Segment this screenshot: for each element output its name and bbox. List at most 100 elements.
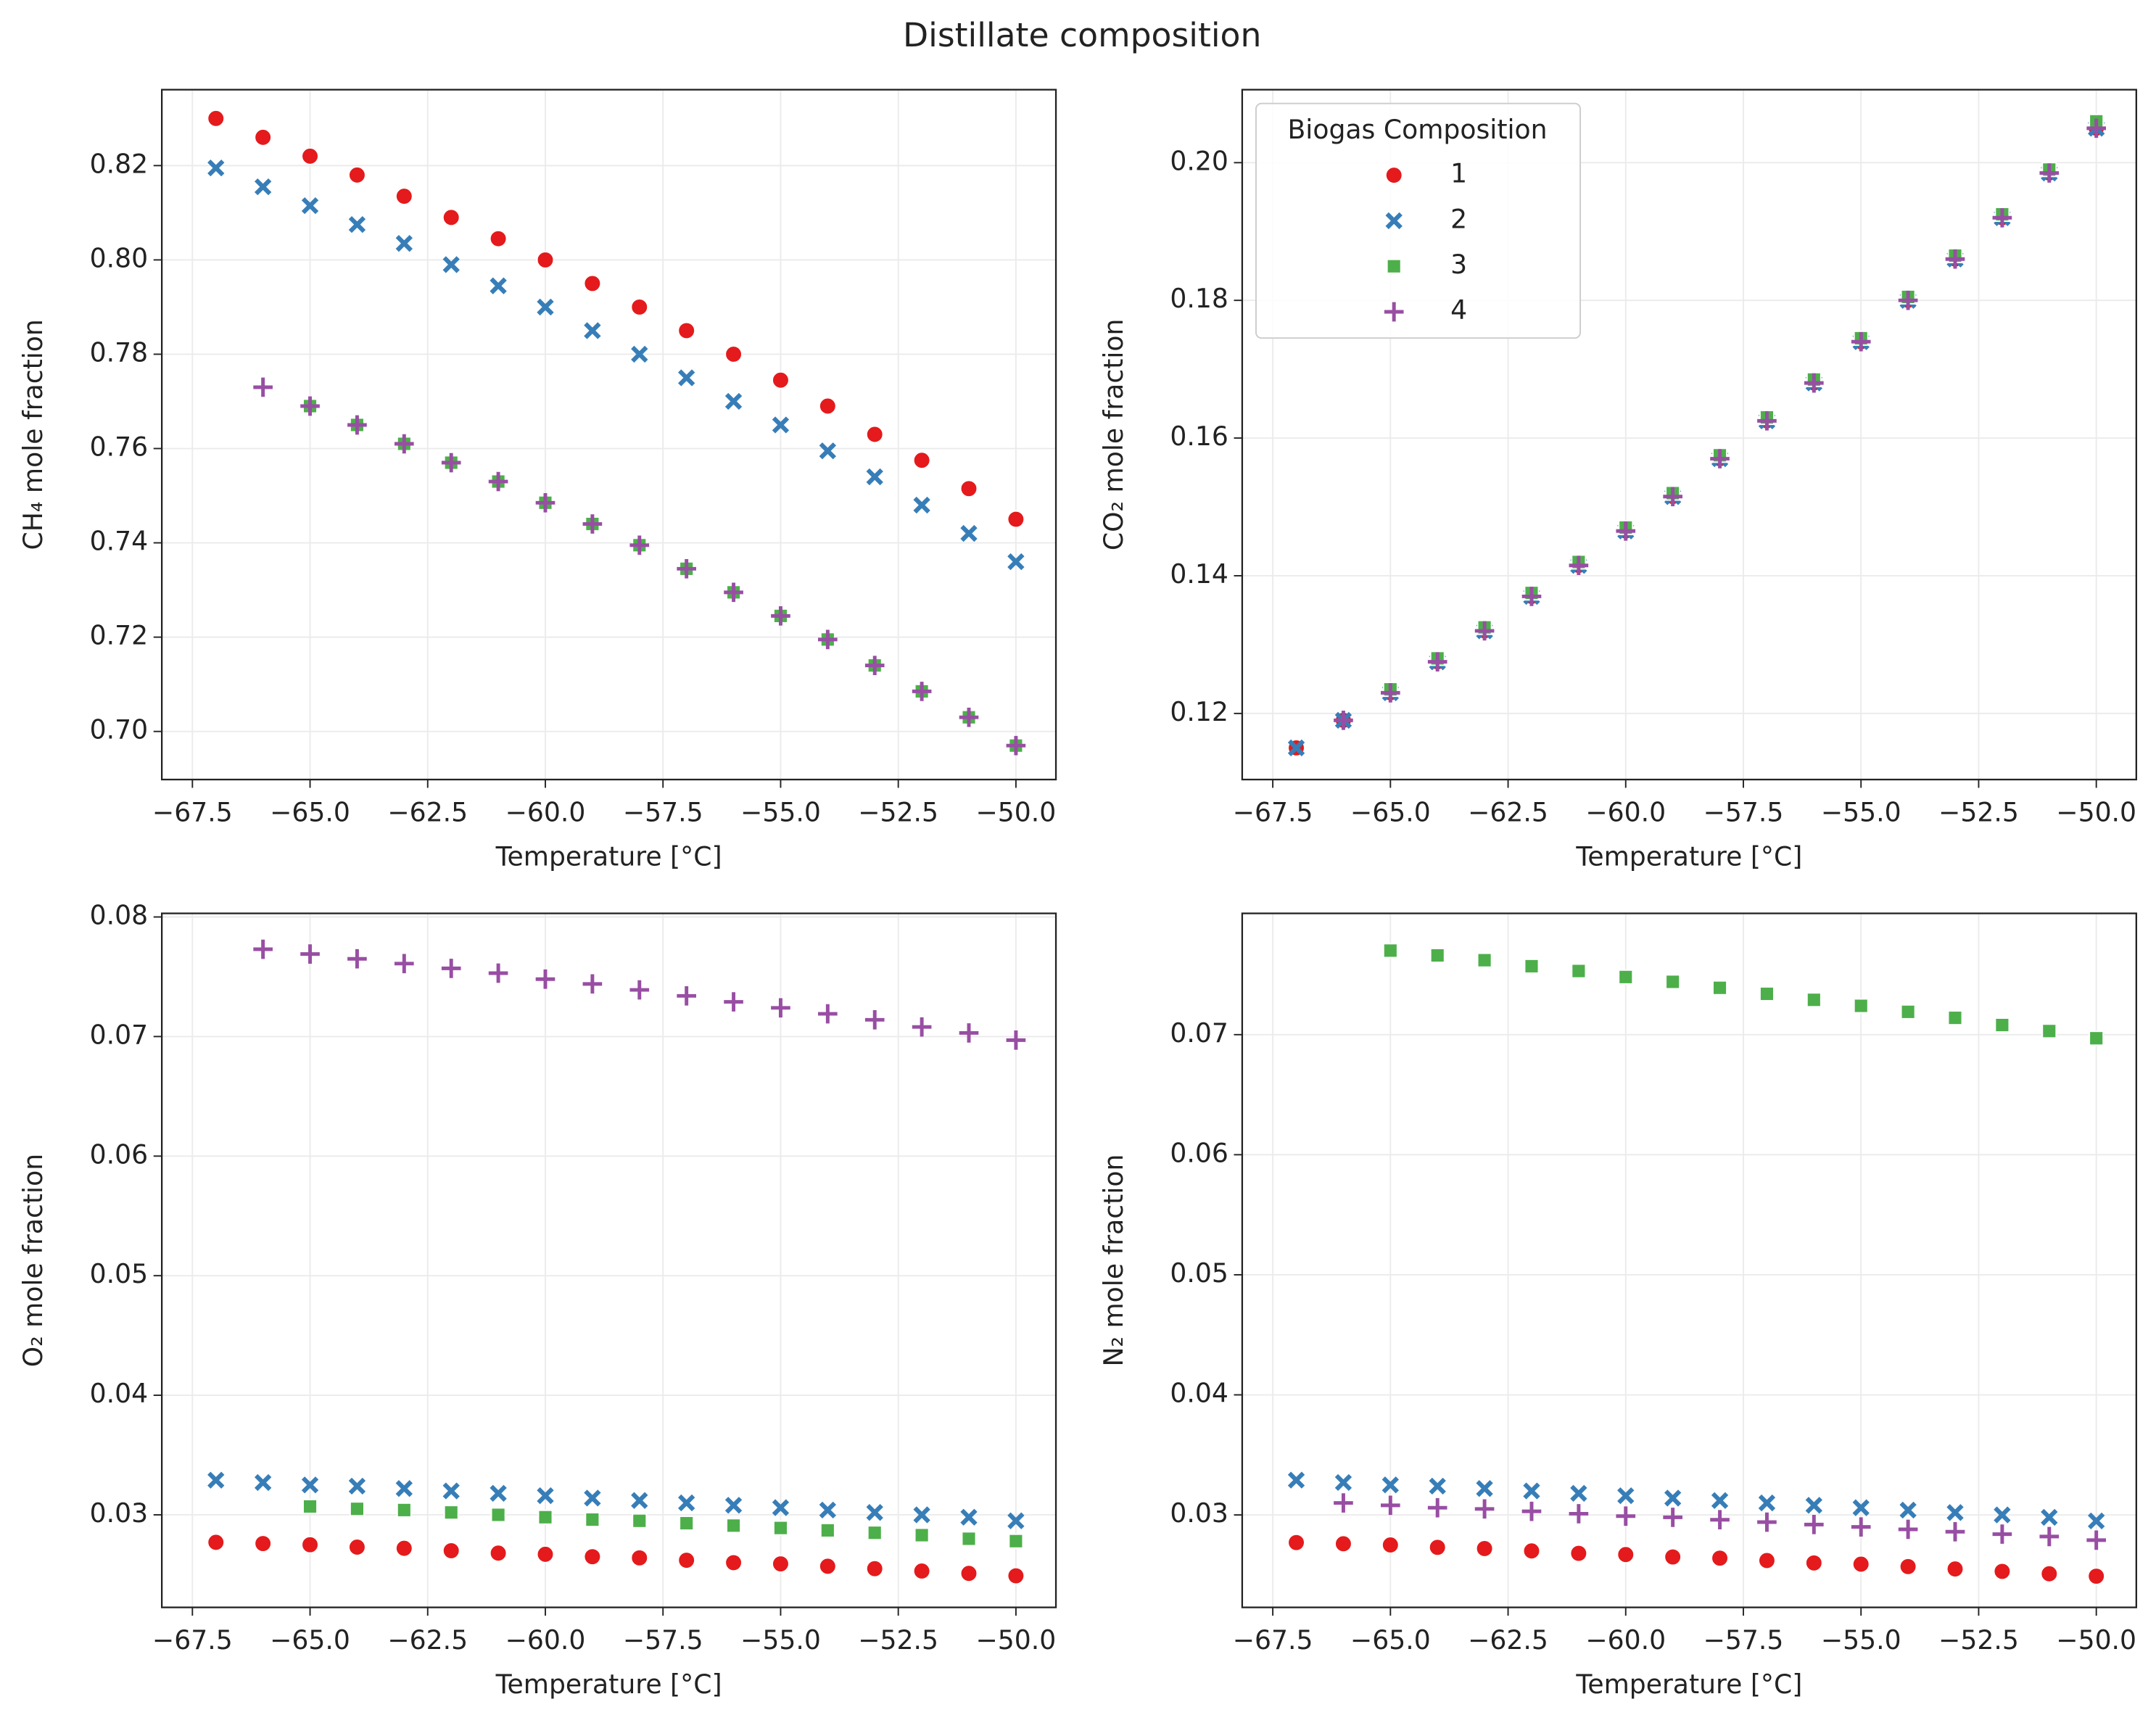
marker-circle <box>1381 1536 1400 1554</box>
marker-plus <box>395 954 414 974</box>
marker-x <box>254 178 272 196</box>
marker-plus <box>1427 1497 1447 1518</box>
marker-x <box>1711 1492 1729 1509</box>
marker-circle <box>818 397 837 416</box>
y-tick-label: 0.05 <box>1170 1257 1228 1289</box>
marker-plus <box>1569 555 1589 576</box>
legend-box <box>1255 102 1582 339</box>
marker-square <box>1382 943 1398 959</box>
marker-plus <box>1334 711 1353 730</box>
y-axis-label: CH₄ mole fraction <box>17 319 49 550</box>
y-tick-label: 0.20 <box>1170 145 1228 176</box>
marker-square <box>867 1525 883 1541</box>
y-tick-label: 0.06 <box>1170 1137 1228 1168</box>
marker-square <box>1476 952 1492 968</box>
marker-x <box>301 197 319 215</box>
marker-plus <box>441 452 461 473</box>
marker-plus <box>1663 487 1682 507</box>
marker-x <box>866 468 883 486</box>
marker-circle <box>442 208 460 227</box>
marker-plus <box>395 434 414 454</box>
marker-plus <box>535 969 555 989</box>
marker-x <box>1007 553 1025 571</box>
marker-x <box>490 1484 507 1502</box>
marker-circle <box>772 1555 790 1573</box>
marker-x <box>724 1497 743 1514</box>
marker-plus <box>912 682 932 701</box>
marker-x <box>866 1504 883 1521</box>
legend-marker <box>1384 166 1403 185</box>
x-tick-label: −52.5 <box>1938 1624 2019 1656</box>
y-tick-label: 0.76 <box>90 431 148 463</box>
marker-x <box>1946 1504 1964 1521</box>
marker-plus <box>300 396 320 416</box>
axes-frame <box>1241 912 2137 1608</box>
marker-x <box>207 1471 225 1489</box>
marker-plus <box>2039 163 2060 183</box>
marker-circle <box>724 345 743 363</box>
marker-plus <box>1569 1504 1589 1524</box>
marker-circle <box>207 1533 226 1552</box>
y-tick-label: 0.08 <box>90 900 148 931</box>
marker-x <box>631 345 648 363</box>
y-tick-label: 0.70 <box>90 714 148 745</box>
marker-circle <box>348 166 366 184</box>
y-tick-label: 0.03 <box>1170 1497 1228 1529</box>
marker-x <box>2088 1512 2105 1530</box>
marker-x <box>301 1476 319 1494</box>
marker-x <box>348 1477 366 1495</box>
x-tick-label: −67.5 <box>152 797 233 828</box>
marker-plus <box>1474 1499 1495 1519</box>
marker-circle <box>583 274 602 293</box>
marker-circle <box>912 451 931 470</box>
y-axis-label: CO₂ mole fraction <box>1098 319 1129 551</box>
marker-circle <box>865 425 884 444</box>
marker-circle <box>207 109 226 128</box>
marker-plus <box>1710 449 1730 468</box>
x-tick-label: −60.0 <box>505 1624 586 1656</box>
marker-x <box>442 256 460 273</box>
marker-plus <box>1663 1508 1682 1527</box>
marker-circle <box>301 146 319 165</box>
marker-plus <box>1006 735 1026 756</box>
marker-circle <box>1711 1549 1729 1568</box>
marker-circle <box>1851 1555 1870 1574</box>
x-tick-label: −55.0 <box>1821 1624 1901 1656</box>
marker-circle <box>489 229 508 248</box>
marker-plus <box>1804 373 1824 393</box>
marker-square <box>1947 1010 1963 1026</box>
y-tick-label: 0.04 <box>90 1378 148 1409</box>
marker-x <box>1758 1494 1776 1512</box>
marker-plus <box>677 559 696 579</box>
marker-circle <box>959 479 978 498</box>
marker-circle <box>395 1539 413 1558</box>
marker-plus <box>582 974 603 994</box>
x-tick-label: −52.5 <box>858 797 938 828</box>
marker-plus <box>1757 1512 1777 1532</box>
marker-circle <box>1899 1557 1917 1576</box>
marker-x <box>1429 1477 1446 1495</box>
x-tick-label: −67.5 <box>152 1624 233 1656</box>
marker-circle <box>1522 1542 1541 1561</box>
x-tick-label: −65.0 <box>270 1624 350 1656</box>
y-tick-label: 0.74 <box>90 526 148 557</box>
marker-x <box>960 1508 978 1526</box>
x-tick-label: −52.5 <box>858 1624 938 1656</box>
marker-plus <box>1710 1510 1730 1530</box>
axes-frame <box>160 88 1057 781</box>
marker-x <box>1994 1506 2011 1524</box>
x-tick-label: −55.0 <box>740 797 821 828</box>
marker-circle <box>818 1557 837 1576</box>
marker-square <box>1712 980 1728 996</box>
marker-x <box>772 1499 790 1516</box>
marker-circle <box>1664 1547 1682 1566</box>
marker-circle <box>442 1542 460 1560</box>
marker-circle <box>912 1562 931 1580</box>
x-tick-label: −50.0 <box>976 1624 1057 1656</box>
marker-circle <box>630 298 649 316</box>
marker-plus <box>1521 1501 1542 1521</box>
x-tick-label: −57.5 <box>1703 1624 1784 1656</box>
x-tick-label: −60.0 <box>505 797 586 828</box>
